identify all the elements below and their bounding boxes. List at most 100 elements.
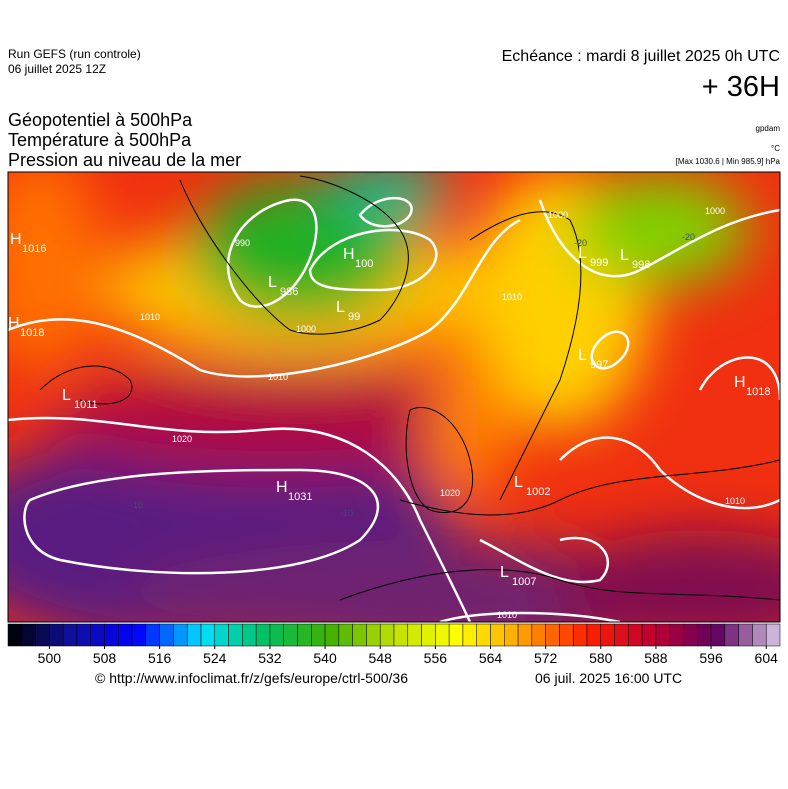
colorbar-box xyxy=(7,623,23,647)
center-value: 100 xyxy=(355,258,373,270)
colorbar-box xyxy=(228,623,243,647)
echeance: Echéance : mardi 8 juillet 2025 0h UTC xyxy=(502,48,780,65)
colorbar-tick-label: 572 xyxy=(534,650,558,666)
colorbar-box xyxy=(352,623,367,647)
isobar-label: 1020 xyxy=(440,488,460,498)
isobars xyxy=(8,196,780,622)
colorbar-box xyxy=(338,623,353,647)
colorbar-box xyxy=(324,623,340,647)
lead-time: + 36H xyxy=(702,71,780,103)
colorbar-box xyxy=(255,623,271,647)
center-value: 1002 xyxy=(526,486,550,498)
isobar-label: -20 xyxy=(682,232,695,242)
colorbar-box xyxy=(683,623,698,647)
colorbar-box xyxy=(448,623,464,647)
colorbar-box xyxy=(366,623,381,647)
map-frame xyxy=(7,171,781,623)
title: Géopotentiel à 500hPa xyxy=(8,110,193,130)
colorbar-box xyxy=(214,623,229,647)
colorbar-tick-label: 548 xyxy=(369,650,393,666)
colorbar-box xyxy=(435,623,450,647)
center-value: 1007 xyxy=(512,576,536,588)
colorbar-box xyxy=(173,623,188,647)
center-value: 998 xyxy=(632,259,650,271)
run-label: Run GEFS (run controle) xyxy=(8,47,141,61)
colorbar-box xyxy=(21,623,36,647)
colorbar-box xyxy=(242,623,257,647)
colorbar-box xyxy=(765,623,781,647)
colorbar-box xyxy=(628,623,643,647)
unit: gpdam xyxy=(756,124,781,133)
colorbar-tick-label: 524 xyxy=(203,650,227,666)
center-value: 1018 xyxy=(20,327,44,339)
colorbar-box xyxy=(490,623,505,647)
center-type: L xyxy=(336,299,345,316)
center-value: 1011 xyxy=(74,399,98,411)
colorbar-tick-label: 500 xyxy=(38,650,62,666)
colorbar-box xyxy=(104,623,119,647)
colorbar-box xyxy=(200,623,216,647)
isobar-label: -10 xyxy=(130,500,143,510)
isobar-label: 1010 xyxy=(502,292,522,302)
colorbar-box xyxy=(159,623,174,647)
colorbar-box xyxy=(559,623,574,647)
isobar-label: 1010 xyxy=(140,312,160,322)
center-value: 997 xyxy=(590,359,608,371)
colorbar-box xyxy=(35,623,50,647)
colorbar-tick-label: 540 xyxy=(313,650,337,666)
colorbar-box xyxy=(545,623,560,647)
center-type: L xyxy=(578,347,587,364)
colorbar-tick-label: 564 xyxy=(479,650,503,666)
colorbar-box xyxy=(90,623,105,647)
colorbar-box xyxy=(421,623,436,647)
colorbar-tick-label: 588 xyxy=(644,650,668,666)
colorbar-box xyxy=(283,623,298,647)
center-type: L xyxy=(268,274,277,291)
colorbar-box xyxy=(186,623,202,647)
unit: °C xyxy=(771,144,780,153)
colorbar-box xyxy=(641,623,657,647)
colorbar: 500 508 516 524 532 540 548 556 564 572 580 588 596 6… xyxy=(7,623,781,666)
colorbar-tick-label: 532 xyxy=(258,650,282,666)
title: Température à 500hPa xyxy=(8,130,192,150)
isobar-label: 1010 xyxy=(268,372,288,382)
center-value: 986 xyxy=(280,286,298,298)
source-url: © http://www.infoclimat.fr/z/gefs/europe… xyxy=(95,670,408,686)
colorbar-box xyxy=(738,623,753,647)
issue-time: 06 juil. 2025 16:00 UTC xyxy=(535,670,682,686)
colorbar-box xyxy=(49,623,64,647)
colorbar-box xyxy=(131,623,147,647)
coastlines xyxy=(39,175,780,601)
temperature-field xyxy=(8,172,780,622)
run-date: 06 juillet 2025 12Z xyxy=(8,62,106,76)
colorbar-box xyxy=(297,623,312,647)
colorbar-tick-label: 604 xyxy=(755,650,779,666)
colorbar-box xyxy=(62,623,78,647)
extremes: [Max 1030.6 | Min 985.9] hPa xyxy=(676,157,781,166)
colorbar-box xyxy=(655,623,670,647)
isobar-label: 1010 xyxy=(497,610,517,620)
colorbar-box xyxy=(517,623,533,647)
colorbar-box xyxy=(269,623,284,647)
colorbar-tick-label: 508 xyxy=(93,650,117,666)
center-value: 999 xyxy=(590,257,608,269)
colorbar-box xyxy=(572,623,588,647)
colorbar-box xyxy=(145,623,160,647)
colorbar-tick-label: 580 xyxy=(589,650,613,666)
isobar-label: -20 xyxy=(574,238,587,248)
isobar-label: 1000 xyxy=(296,324,316,334)
colorbar-box xyxy=(600,623,615,647)
colorbar-box xyxy=(614,623,629,647)
colorbar-box xyxy=(462,623,477,647)
center-type: H xyxy=(343,246,355,263)
colorbar-box xyxy=(586,623,602,647)
center-value: 1031 xyxy=(288,491,312,503)
isobar-label: 1000 xyxy=(705,206,725,216)
isobar-label: 1000 xyxy=(548,210,568,220)
center-type: H xyxy=(734,374,746,391)
colorbar-box xyxy=(118,623,133,647)
center-type: L xyxy=(62,387,71,404)
